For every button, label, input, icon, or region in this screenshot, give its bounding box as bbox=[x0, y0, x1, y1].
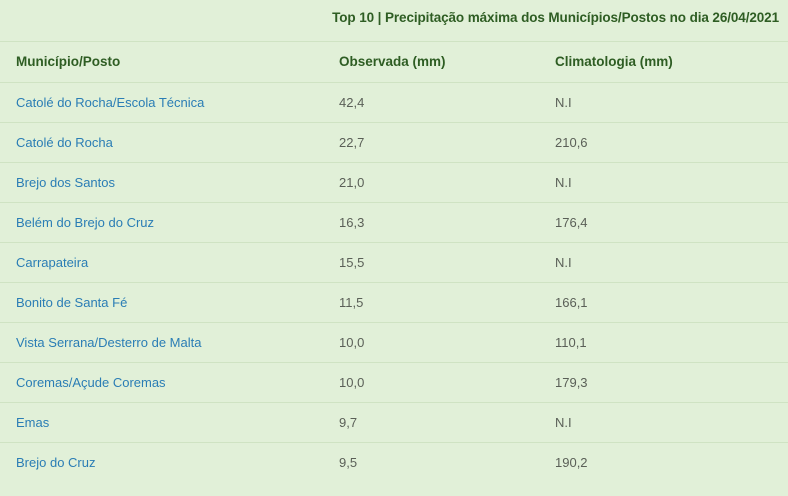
climatologia-value: 210,6 bbox=[539, 122, 788, 163]
table-row: Carrapateira 15,5 N.I bbox=[0, 242, 788, 283]
observada-value: 9,5 bbox=[339, 454, 358, 470]
observada-value: 42,4 bbox=[323, 82, 539, 123]
column-header-climatologia: Climatologia (mm) bbox=[539, 42, 788, 83]
climatologia-value: 176,4 bbox=[539, 202, 788, 243]
table-caption: Top 10 | Precipitação máxima dos Municíp… bbox=[0, 0, 788, 42]
observada-value: 11,5 bbox=[323, 282, 539, 323]
municipio-link[interactable]: Brejo dos Santos bbox=[0, 162, 323, 203]
observada-value: 9,7 bbox=[323, 402, 539, 443]
table-row: Brejo do Cruz 9,5 190,2 bbox=[0, 442, 788, 482]
observada-value: 10,0 bbox=[323, 322, 539, 363]
table-row: Brejo dos Santos 21,0 N.I bbox=[0, 162, 788, 203]
observada-value: 16,3 bbox=[323, 202, 539, 243]
municipio-link[interactable]: Carrapateira bbox=[0, 242, 323, 283]
climatologia-value: 166,1 bbox=[539, 282, 788, 323]
observada-value: 22,7 bbox=[323, 122, 539, 163]
table-row: Bonito de Santa Fé 11,5 166,1 bbox=[0, 282, 788, 323]
precipitation-table: Município/Posto Observada (mm) Climatolo… bbox=[0, 42, 788, 482]
municipio-link[interactable]: Bonito de Santa Fé bbox=[0, 282, 323, 323]
observada-value: 15,5 bbox=[323, 242, 539, 283]
climatologia-value: 110,1 bbox=[539, 322, 788, 363]
table-row: Coremas/Açude Coremas 10,0 179,3 bbox=[0, 362, 788, 403]
climatologia-value: N.I bbox=[539, 242, 788, 283]
municipio-link[interactable]: Brejo do Cruz bbox=[16, 454, 96, 470]
municipio-link[interactable]: Catolé do Rocha/Escola Técnica bbox=[0, 82, 323, 123]
municipio-link[interactable]: Catolé do Rocha bbox=[0, 122, 323, 163]
table-row: Catolé do Rocha/Escola Técnica 42,4 N.I bbox=[0, 82, 788, 123]
climatologia-value: N.I bbox=[539, 162, 788, 203]
observada-value: 10,0 bbox=[323, 362, 539, 403]
climatologia-value: N.I bbox=[539, 82, 788, 123]
climatologia-value: N.I bbox=[539, 402, 788, 443]
municipio-link[interactable]: Coremas/Açude Coremas bbox=[0, 362, 323, 403]
municipio-link[interactable]: Vista Serrana/Desterro de Malta bbox=[0, 322, 323, 363]
municipio-link[interactable]: Emas bbox=[0, 402, 323, 443]
table-row: Catolé do Rocha 22,7 210,6 bbox=[0, 122, 788, 163]
municipio-link[interactable]: Belém do Brejo do Cruz bbox=[0, 202, 323, 243]
column-header-municipio: Município/Posto bbox=[0, 42, 323, 83]
table-row: Vista Serrana/Desterro de Malta 10,0 110… bbox=[0, 322, 788, 363]
table-row: Emas 9,7 N.I bbox=[0, 402, 788, 443]
column-header-observada: Observada (mm) bbox=[323, 42, 539, 83]
table-header-row: Município/Posto Observada (mm) Climatolo… bbox=[0, 42, 788, 83]
table-row: Belém do Brejo do Cruz 16,3 176,4 bbox=[0, 202, 788, 243]
climatologia-value: 190,2 bbox=[555, 454, 588, 470]
climatologia-value: 179,3 bbox=[539, 362, 788, 403]
observada-value: 21,0 bbox=[323, 162, 539, 203]
